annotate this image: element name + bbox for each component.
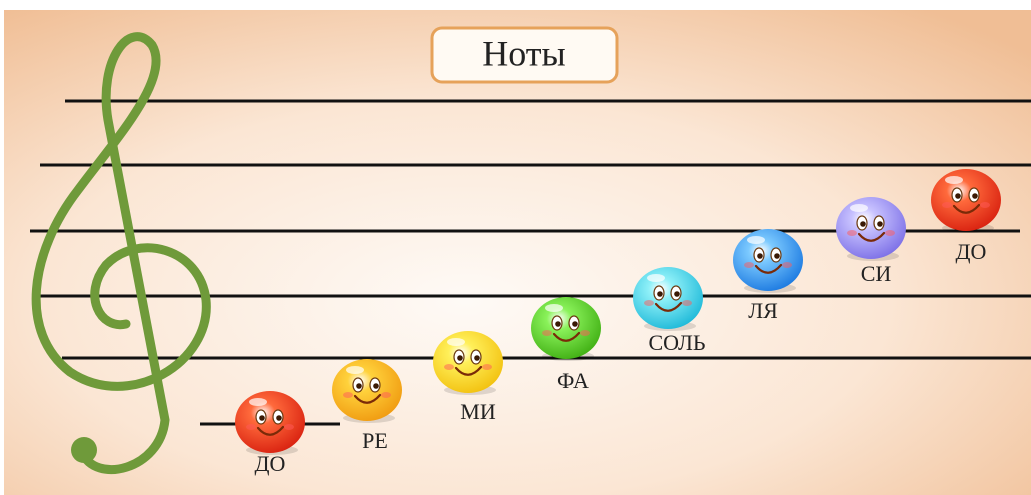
pupil <box>674 291 680 297</box>
cheek <box>444 364 454 370</box>
note-ball <box>531 297 601 359</box>
note-ball <box>931 169 1001 231</box>
note-ball <box>433 331 503 393</box>
cheek <box>942 202 952 208</box>
pupil <box>356 383 362 389</box>
cheek <box>644 300 654 306</box>
pupil <box>860 221 866 227</box>
highlight <box>647 274 665 282</box>
cheek <box>682 300 692 306</box>
pupil <box>457 355 463 361</box>
note-label: ФА <box>557 368 589 393</box>
note-label: ДО <box>956 239 987 264</box>
highlight <box>945 176 963 184</box>
cheek <box>381 392 391 398</box>
pupil <box>259 415 265 421</box>
highlight <box>850 204 868 212</box>
highlight <box>249 398 267 406</box>
pupil <box>972 193 978 199</box>
cheek <box>580 330 590 336</box>
pupil <box>572 321 578 327</box>
highlight <box>447 338 465 346</box>
note-ball <box>733 229 803 291</box>
cheek <box>246 424 256 430</box>
pupil <box>757 253 763 259</box>
highlight <box>747 236 765 244</box>
pupil <box>774 253 780 259</box>
note-ball <box>332 359 402 421</box>
cheek <box>782 262 792 268</box>
note-ball <box>633 267 703 329</box>
slide: Ноты ДО РЕ МИ ФА СОЛЬ ЛЯ СИ ДО <box>0 0 1031 495</box>
note-ball <box>235 391 305 453</box>
note-ball <box>836 197 906 259</box>
cheek <box>847 230 857 236</box>
cheek <box>980 202 990 208</box>
cheek <box>744 262 754 268</box>
title: Ноты <box>482 33 565 73</box>
note-label: СОЛЬ <box>648 330 705 355</box>
cheek <box>482 364 492 370</box>
cheek <box>542 330 552 336</box>
cheek <box>885 230 895 236</box>
highlight <box>545 304 563 312</box>
pupil <box>955 193 961 199</box>
clef-dot <box>71 437 97 463</box>
pupil <box>555 321 561 327</box>
note-label: СИ <box>861 261 892 286</box>
cheek <box>343 392 353 398</box>
page: Ноты ДОРЕМИФАСОЛЬЛЯСИДО (() => { const d… <box>0 0 1031 495</box>
title-box: Ноты <box>432 28 617 82</box>
note-label: ДО <box>255 451 286 476</box>
note-label: РЕ <box>362 428 388 453</box>
cheek <box>284 424 294 430</box>
pupil <box>474 355 480 361</box>
pupil <box>657 291 663 297</box>
pupil <box>276 415 282 421</box>
note-label: МИ <box>460 399 496 424</box>
note-label: ЛЯ <box>748 298 778 323</box>
pupil <box>877 221 883 227</box>
highlight <box>346 366 364 374</box>
pupil <box>373 383 379 389</box>
